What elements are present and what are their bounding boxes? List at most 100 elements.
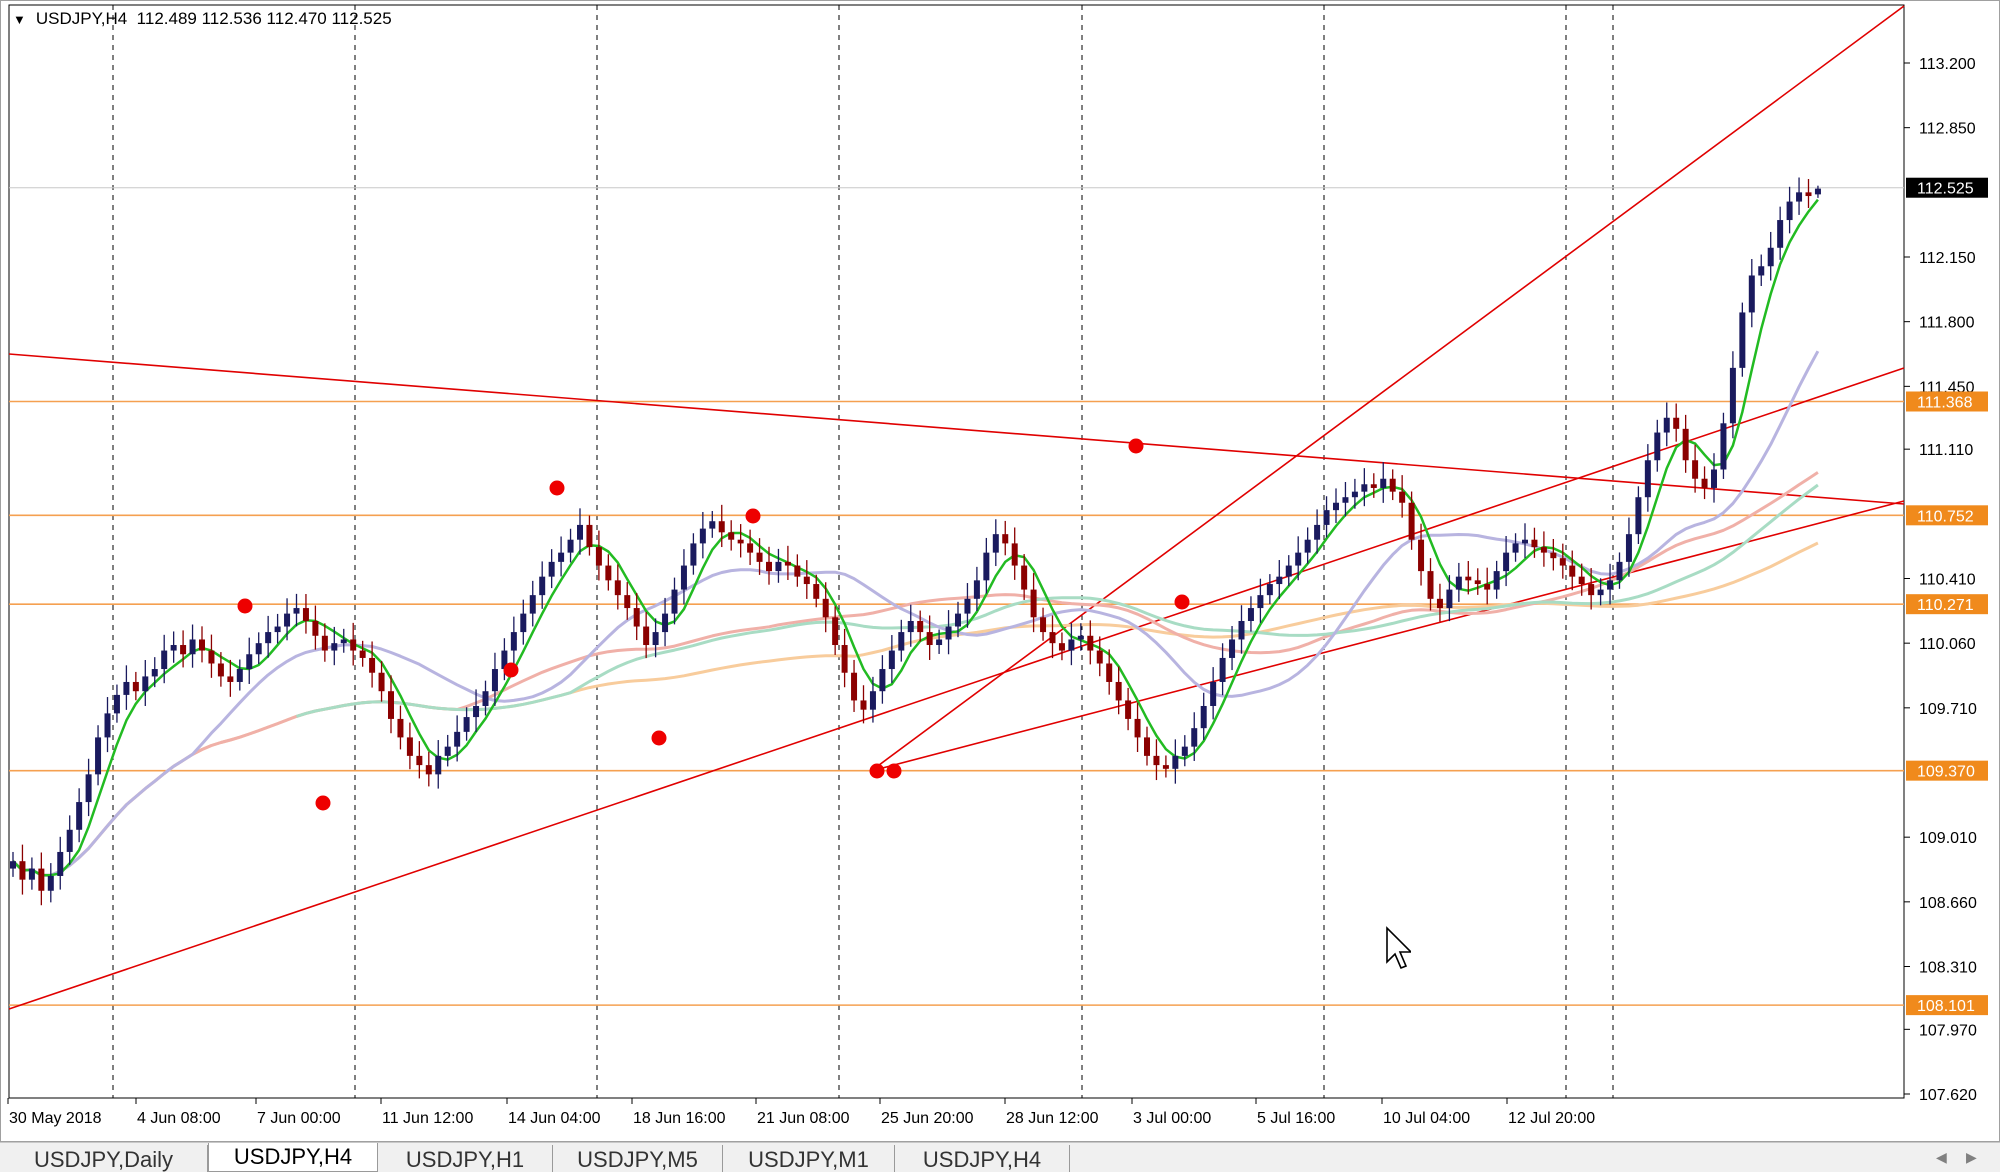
pivot-marker[interactable] [237, 598, 253, 614]
candle-body [832, 617, 839, 646]
tab-usdjpy-h4[interactable]: USDJPY,H4 [208, 1143, 378, 1172]
candle-body [605, 565, 612, 581]
trendline[interactable] [8, 353, 1905, 505]
time-axis-label: 21 Jun 08:00 [757, 1110, 850, 1127]
candle-body [1304, 539, 1311, 553]
candle-body [76, 802, 83, 830]
price-axis-label: 113.200 [1919, 56, 1976, 73]
current-price-label-box [1906, 177, 1988, 198]
tab-usdjpy-daily[interactable]: USDJPY,Daily [0, 1145, 208, 1172]
candle-body [1540, 547, 1547, 553]
candle-body [416, 755, 423, 766]
candle-body [302, 608, 309, 621]
candle-body [1370, 484, 1377, 488]
candle-body [473, 705, 480, 718]
candle-body [255, 643, 262, 655]
candle-body [1484, 584, 1491, 590]
candle-body [699, 528, 706, 544]
trendline[interactable] [870, 500, 1905, 772]
collapse-caret-icon[interactable]: ▼ [13, 12, 26, 27]
candle-body [577, 524, 583, 540]
pivot-marker[interactable] [869, 763, 885, 779]
candle-body [1559, 558, 1566, 566]
candle-body [548, 561, 555, 577]
candle-body [718, 521, 725, 533]
candle-body [888, 650, 895, 670]
candle-body [1588, 584, 1595, 596]
level-label-box [1906, 760, 1988, 781]
price-axis-label: 109.710 [1919, 701, 1977, 718]
plot-frame [8, 4, 1905, 1099]
candle-body [95, 737, 102, 775]
candle-body [643, 626, 650, 646]
price-axis-label: 109.010 [1919, 830, 1977, 847]
candle-body [1465, 576, 1472, 581]
candle-body [1266, 584, 1273, 596]
tab-usdjpy-h4-second[interactable]: USDJPY,H4 [895, 1145, 1070, 1172]
price-axis-label: 110.060 [1919, 636, 1976, 653]
candle-body [1002, 534, 1009, 544]
candle-body [813, 584, 820, 599]
candle-body [227, 676, 234, 682]
candle-body [633, 608, 640, 627]
level-label-text: 108.101 [1917, 998, 1975, 1015]
candle-body [1805, 192, 1812, 197]
price-axis-label: 112.150 [1919, 250, 1976, 267]
candle-body [1531, 539, 1538, 548]
candle-body [869, 691, 876, 710]
candle-body [983, 552, 990, 581]
candle-body [1455, 576, 1462, 590]
candle-body [671, 589, 678, 614]
time-axis-label: 18 Jun 16:00 [633, 1110, 726, 1127]
candle-body [1106, 663, 1113, 682]
chart-window[interactable]: 113.200 112.850 112.150 111.800 111.450 111.1… [0, 0, 2000, 1142]
pivot-marker[interactable] [651, 730, 667, 746]
candle-body [1342, 497, 1349, 503]
candle-body [293, 608, 300, 614]
level-label-text: 110.752 [1917, 508, 1974, 525]
pivot-marker[interactable] [1128, 438, 1144, 454]
candle-body [510, 632, 517, 651]
price-chart[interactable]: 113.200112.850112.150111.800111.450111.1… [1, 1, 2000, 1143]
tab-usdjpy-m1[interactable]: USDJPY,M1 [723, 1145, 895, 1172]
price-axis-label: 110.410 [1919, 572, 1976, 589]
candle-body [860, 700, 867, 710]
candle-body [1682, 428, 1689, 461]
candle-body [1115, 681, 1122, 701]
pivot-marker[interactable] [503, 662, 519, 678]
scroll-left-icon[interactable]: ◀ [1936, 1149, 1947, 1165]
tab-usdjpy-h1[interactable]: USDJPY,H1 [378, 1145, 553, 1172]
candle-body [973, 580, 980, 599]
candle-body [1503, 552, 1510, 572]
ohlc-high: 112.536 [201, 9, 262, 28]
trendline[interactable] [8, 367, 1905, 1010]
trendline[interactable] [870, 5, 1905, 772]
candle-body [520, 613, 527, 633]
candle-body [1333, 502, 1339, 511]
candle-body [1011, 543, 1018, 566]
candle-body [19, 861, 26, 880]
candle-body [180, 645, 187, 655]
candle-body [1711, 469, 1717, 488]
moving-average-fast [12, 198, 1819, 877]
candle-body [1739, 312, 1746, 368]
pivot-marker[interactable] [315, 795, 331, 811]
ohlc-open: 112.489 [136, 9, 197, 28]
scroll-right-icon[interactable]: ▶ [1966, 1149, 1977, 1165]
candle-body [737, 539, 744, 544]
candle-body [236, 669, 243, 682]
pivot-marker[interactable] [549, 480, 565, 496]
candle-body [879, 669, 886, 692]
pivot-marker[interactable] [1174, 594, 1190, 610]
candle-body [85, 774, 92, 803]
moving-average-orange [11, 541, 1819, 877]
pivot-marker[interactable] [745, 508, 761, 524]
candle-body [775, 561, 782, 572]
pivot-marker[interactable] [886, 763, 902, 779]
candle-body [926, 632, 933, 646]
candle-body [482, 691, 489, 706]
tab-usdjpy-m5[interactable]: USDJPY,M5 [553, 1145, 723, 1172]
candle-body [444, 746, 451, 756]
price-axis-label: 107.970 [1919, 1022, 1977, 1039]
candle-body [1663, 417, 1670, 433]
